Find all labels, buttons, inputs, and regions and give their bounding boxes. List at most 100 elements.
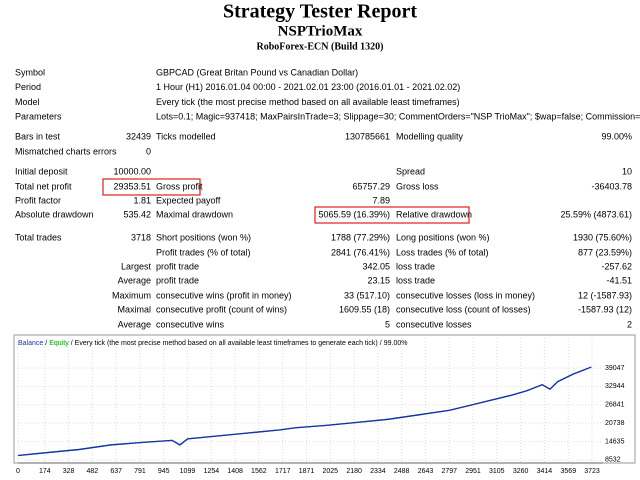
- x-tick-label: 637: [110, 468, 122, 475]
- a-sub: Largest: [121, 261, 152, 271]
- c-value: 877 (23.59%): [578, 247, 632, 257]
- c-value: 25.59% (4873.61): [560, 209, 632, 219]
- a-value: 535.42: [123, 209, 151, 219]
- c-value: 1930 (75.60%): [573, 232, 632, 242]
- b-value: 5065.59 (16.39%): [318, 209, 390, 219]
- x-tick-label: 3260: [513, 468, 529, 475]
- b-value: 1788 (77.29%): [331, 232, 390, 242]
- highlight-box: [102, 178, 201, 196]
- x-tick-label: 2797: [441, 468, 457, 475]
- b-value: 65757.29: [352, 181, 390, 191]
- c-value: -1587.93 (12): [578, 304, 632, 314]
- b-value: 33 (517.10): [344, 290, 390, 300]
- c-label: Gross loss: [396, 181, 439, 191]
- x-tick-label: 0: [16, 468, 20, 475]
- legend-separator: /: [380, 340, 382, 347]
- y-tick-label: 26841: [605, 402, 625, 409]
- x-tick-label: 1871: [299, 468, 315, 475]
- info-label: Symbol: [15, 67, 45, 77]
- a-value: 10000.00: [113, 166, 151, 176]
- a-value: 0: [146, 146, 151, 156]
- a-label: Bars in test: [15, 131, 61, 141]
- c-value: -36403.78: [591, 181, 632, 191]
- y-tick-label: 8532: [605, 457, 621, 464]
- b-label: consecutive wins: [156, 319, 225, 329]
- b-label: Ticks modelled: [156, 131, 216, 141]
- b-value: 342.05: [362, 261, 390, 271]
- x-tick-label: 2488: [394, 468, 410, 475]
- server-name: RoboForex-ECN (Build 1320): [256, 41, 383, 52]
- chart-frame: [13, 334, 636, 464]
- x-tick-label: 1254: [204, 468, 220, 475]
- b-label: Short positions (won %): [156, 232, 251, 242]
- a-sub: Maximal: [117, 304, 151, 314]
- info-value: Every tick (the most precise method base…: [156, 97, 460, 107]
- y-tick-label: 20738: [605, 420, 625, 427]
- b-value: 2841 (76.41%): [331, 247, 390, 257]
- legend-entry: Equity: [49, 340, 69, 347]
- y-tick-label: 14635: [605, 438, 625, 445]
- b-value: 1609.55 (18): [339, 304, 390, 314]
- x-tick-label: 1099: [180, 468, 196, 475]
- legend-description: Every tick (the most precise method base…: [75, 340, 378, 347]
- a-label: Profit factor: [15, 195, 61, 205]
- a-value: 29353.51: [113, 181, 151, 191]
- x-tick-label: 2951: [465, 468, 481, 475]
- x-tick-label: 2025: [322, 468, 338, 475]
- x-tick-label: 2643: [418, 468, 434, 475]
- a-sub: Average: [118, 319, 151, 329]
- y-tick-label: 39047: [605, 365, 625, 372]
- a-value: 3718: [131, 232, 151, 242]
- b-value: 23.15: [367, 275, 390, 285]
- c-label: consecutive losses (loss in money): [396, 290, 535, 300]
- c-label: loss trade: [396, 261, 435, 271]
- b-label: Profit trades (% of total): [156, 247, 251, 257]
- legend-separator: /: [45, 340, 47, 347]
- b-label: consecutive wins (profit in money): [156, 290, 292, 300]
- c-value: -41.51: [606, 275, 632, 285]
- legend-entry: Balance: [18, 340, 43, 347]
- x-tick-label: 791: [134, 468, 146, 475]
- x-tick-label: 1408: [227, 468, 243, 475]
- x-tick-label: 3569: [561, 468, 577, 475]
- b-label: consecutive profit (count of wins): [156, 304, 287, 314]
- a-label: Total trades: [15, 232, 62, 242]
- x-tick-label: 482: [86, 468, 98, 475]
- x-tick-label: 1717: [275, 468, 291, 475]
- b-value: 130785661: [345, 131, 390, 141]
- x-tick-label: 2334: [370, 468, 386, 475]
- c-label: loss trade: [396, 275, 435, 285]
- c-value: 10: [622, 166, 632, 176]
- b-label: Expected payoff: [156, 195, 221, 205]
- x-tick-label: 3723: [584, 468, 600, 475]
- a-label: Initial deposit: [15, 166, 68, 176]
- highlight-box: [314, 206, 470, 224]
- info-label: Model: [15, 97, 40, 107]
- c-label: Relative drawdown: [396, 209, 472, 219]
- c-label: Modelling quality: [396, 131, 464, 141]
- c-value: -257.62: [601, 261, 632, 271]
- x-tick-label: 2180: [346, 468, 362, 475]
- b-value: 7.89: [372, 195, 390, 205]
- a-label: Mismatched charts errors: [15, 146, 117, 156]
- c-label: Loss trades (% of total): [396, 247, 489, 257]
- a-sub: Maximum: [112, 290, 151, 300]
- c-label: consecutive losses: [396, 319, 472, 329]
- c-value: 99.00%: [601, 131, 632, 141]
- a-sub: Average: [118, 275, 151, 285]
- c-label: Spread: [396, 166, 425, 176]
- legend-quality: 99.00%: [384, 340, 408, 347]
- b-value: 5: [385, 319, 390, 329]
- info-label: Period: [15, 82, 41, 92]
- x-tick-label: 3414: [537, 468, 553, 475]
- c-value: 12 (-1587.93): [578, 290, 632, 300]
- a-label: Total net profit: [15, 181, 72, 191]
- x-tick-label: 328: [63, 468, 75, 475]
- info-value: GBPCAD (Great Britan Pound vs Canadian D…: [156, 67, 358, 77]
- x-tick-label: 174: [39, 468, 51, 475]
- b-label: Gross profit: [156, 181, 203, 191]
- c-label: consecutive loss (count of losses): [396, 304, 531, 314]
- c-value: 2: [627, 319, 632, 329]
- expert-name: NSPTrioMax: [278, 23, 363, 39]
